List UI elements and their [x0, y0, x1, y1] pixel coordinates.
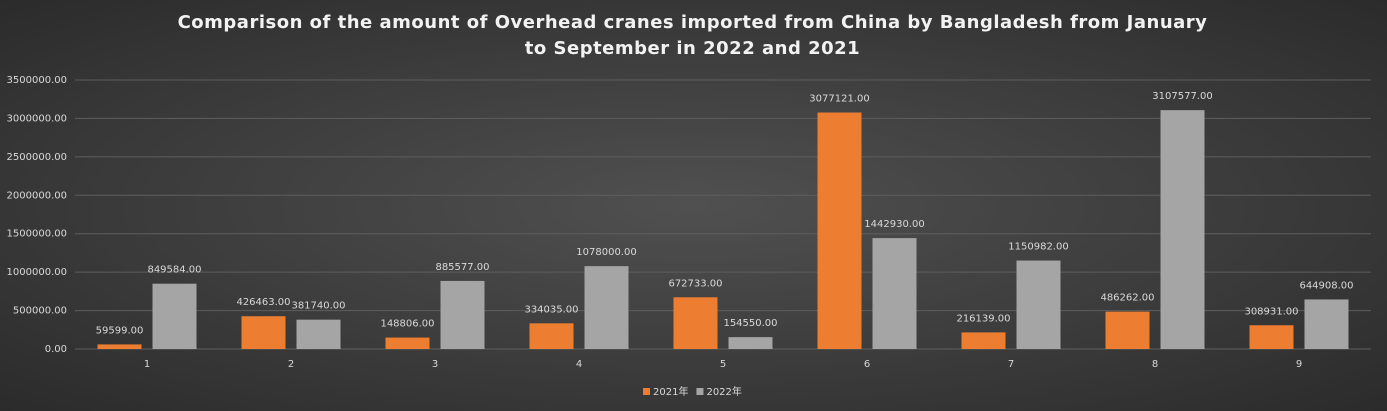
- bar: [817, 112, 862, 349]
- bar: [961, 332, 1006, 349]
- x-tick-label: 2: [288, 359, 294, 370]
- bar: [97, 344, 142, 349]
- bar: [673, 297, 718, 349]
- bar: [1016, 260, 1061, 349]
- value-label: 381740.00: [291, 301, 345, 312]
- value-label: 426463.00: [236, 297, 290, 308]
- y-tick-label: 2000000.00: [7, 190, 67, 201]
- value-label: 148806.00: [380, 319, 434, 330]
- bar: [584, 266, 629, 349]
- y-tick-label: 1000000.00: [7, 267, 67, 278]
- x-tick-label: 5: [720, 359, 726, 370]
- bar: [296, 319, 341, 349]
- legend-label: 2022年: [706, 385, 741, 398]
- x-tick-label: 7: [1008, 359, 1014, 370]
- y-tick-label: 500000.00: [13, 306, 67, 317]
- bar: [1304, 299, 1349, 349]
- y-tick-label: 3500000.00: [7, 75, 67, 86]
- value-label: 486262.00: [1100, 293, 1154, 304]
- value-label: 1078000.00: [576, 247, 636, 258]
- x-tick-label: 8: [1152, 359, 1158, 370]
- value-label: 154550.00: [723, 318, 777, 329]
- y-tick-label: 3000000.00: [7, 113, 67, 124]
- legend-swatch: [643, 388, 650, 395]
- bar: [728, 337, 773, 349]
- y-tick-label: 1500000.00: [7, 229, 67, 240]
- bar: [872, 238, 917, 349]
- chart-title: Comparison of the amount of Overhead cra…: [177, 12, 1208, 59]
- x-tick-label: 6: [864, 359, 870, 370]
- bar: [152, 283, 197, 349]
- value-label: 3107577.00: [1152, 91, 1212, 102]
- value-label: 885577.00: [435, 262, 489, 273]
- x-tick-label: 3: [432, 359, 438, 370]
- y-tick-label: 2500000.00: [7, 152, 67, 163]
- value-label: 216139.00: [956, 313, 1010, 324]
- value-label: 3077121.00: [809, 94, 869, 105]
- value-label: 644908.00: [1299, 280, 1353, 291]
- value-label: 308931.00: [1244, 306, 1298, 317]
- x-tick-label: 9: [1296, 359, 1302, 370]
- bar: [1249, 325, 1294, 349]
- bar: [1160, 110, 1205, 349]
- value-label: 672733.00: [668, 278, 722, 289]
- value-label: 1442930.00: [864, 219, 924, 230]
- value-label: 59599.00: [96, 325, 144, 336]
- y-tick-label: 0.00: [45, 344, 67, 355]
- legend-swatch: [696, 388, 704, 395]
- value-label: 849584.00: [147, 265, 201, 276]
- value-label: 1150982.00: [1008, 242, 1068, 253]
- bar: [241, 316, 286, 349]
- bar: [1105, 311, 1150, 349]
- x-tick-label: 4: [576, 359, 582, 370]
- value-label: 334035.00: [524, 304, 578, 315]
- bar: [529, 323, 574, 349]
- bar: [440, 280, 485, 349]
- bar: [385, 337, 430, 349]
- x-tick-label: 1: [144, 359, 150, 370]
- legend-label: 2021年: [653, 385, 688, 398]
